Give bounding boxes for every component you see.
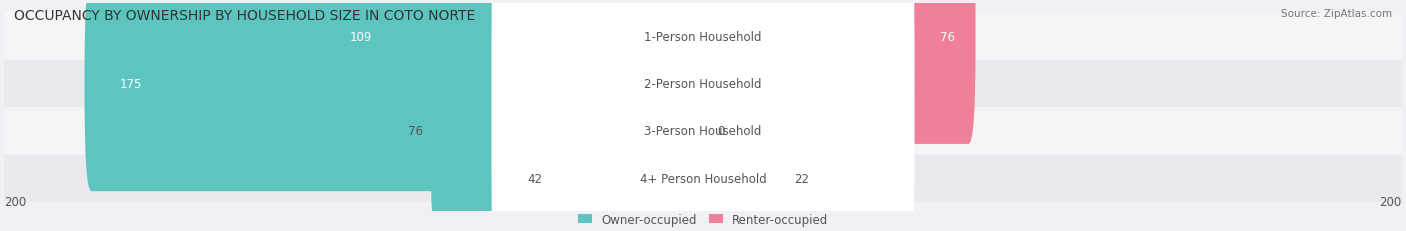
Text: 200: 200 xyxy=(1379,195,1402,208)
Text: 3-Person Household: 3-Person Household xyxy=(644,125,762,138)
Text: 0: 0 xyxy=(717,125,724,138)
FancyBboxPatch shape xyxy=(4,108,1402,155)
FancyBboxPatch shape xyxy=(4,155,1402,202)
Text: 4+ Person Household: 4+ Person Household xyxy=(640,172,766,185)
Text: 53: 53 xyxy=(859,78,875,91)
Text: 76: 76 xyxy=(939,31,955,44)
FancyBboxPatch shape xyxy=(492,0,914,231)
Text: 2-Person Household: 2-Person Household xyxy=(644,78,762,91)
FancyBboxPatch shape xyxy=(550,71,710,231)
Text: 109: 109 xyxy=(350,31,373,44)
Text: OCCUPANCY BY OWNERSHIP BY HOUSEHOLD SIZE IN COTO NORTE: OCCUPANCY BY OWNERSHIP BY HOUSEHOLD SIZE… xyxy=(14,9,475,23)
FancyBboxPatch shape xyxy=(492,28,914,231)
Text: 22: 22 xyxy=(794,172,808,185)
Legend: Owner-occupied, Renter-occupied: Owner-occupied, Renter-occupied xyxy=(572,208,834,230)
Text: 42: 42 xyxy=(527,172,543,185)
FancyBboxPatch shape xyxy=(696,71,787,231)
Text: 200: 200 xyxy=(4,195,27,208)
FancyBboxPatch shape xyxy=(4,14,1402,61)
Text: 1-Person Household: 1-Person Household xyxy=(644,31,762,44)
FancyBboxPatch shape xyxy=(696,0,976,144)
FancyBboxPatch shape xyxy=(84,0,710,191)
FancyBboxPatch shape xyxy=(492,0,914,187)
FancyBboxPatch shape xyxy=(492,0,914,231)
Text: 175: 175 xyxy=(120,78,142,91)
Text: 76: 76 xyxy=(409,125,423,138)
FancyBboxPatch shape xyxy=(315,0,710,144)
FancyBboxPatch shape xyxy=(4,61,1402,108)
Text: Source: ZipAtlas.com: Source: ZipAtlas.com xyxy=(1281,9,1392,19)
FancyBboxPatch shape xyxy=(696,0,896,191)
FancyBboxPatch shape xyxy=(430,24,710,231)
